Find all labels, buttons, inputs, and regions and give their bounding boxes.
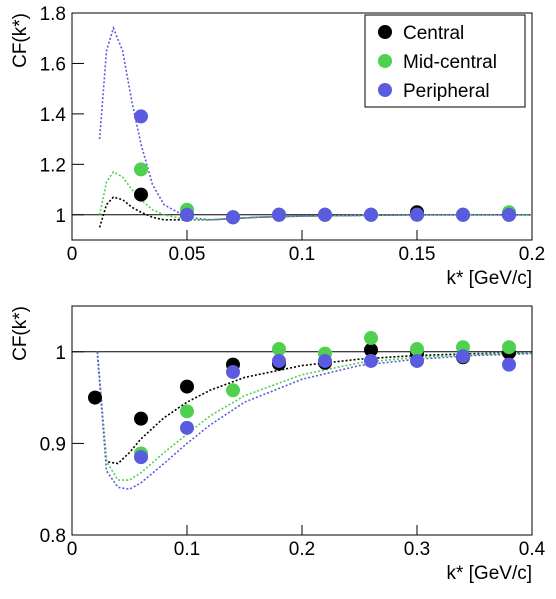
fit-curve — [96, 351, 532, 481]
y-tick-label: 0.8 — [40, 526, 66, 547]
y-tick-label: 0.9 — [40, 434, 66, 455]
data-point — [456, 207, 470, 222]
data-point — [88, 390, 102, 405]
data-point — [272, 342, 286, 357]
x-tick-label: 0 — [67, 539, 78, 560]
data-point — [180, 404, 194, 419]
y-tick-label: 1.2 — [40, 155, 66, 176]
data-point — [410, 353, 424, 368]
data-point — [180, 379, 194, 394]
data-point — [180, 420, 194, 435]
x-tick-label: 0.4 — [519, 539, 546, 560]
data-point — [134, 411, 148, 426]
data-point — [134, 162, 148, 177]
data-point — [134, 109, 148, 124]
data-point — [410, 342, 424, 357]
data-point — [272, 207, 286, 222]
x-tick-label: 0.15 — [399, 244, 436, 265]
y-tick-label: 1.8 — [40, 4, 66, 25]
x-axis-title: k* [GeV/c] — [446, 563, 532, 584]
y-tick-label: 1.4 — [40, 105, 67, 126]
x-tick-label: 0.1 — [289, 244, 315, 265]
fit-curve — [96, 351, 532, 465]
data-point — [134, 187, 148, 202]
data-point — [226, 210, 240, 225]
y-tick-label: 1 — [55, 206, 66, 227]
data-point — [502, 340, 516, 355]
x-tick-label: 0 — [67, 244, 78, 265]
y-tick-label: 1 — [55, 343, 66, 364]
data-point — [364, 353, 378, 368]
plot-area — [72, 25, 532, 228]
x-tick-label: 0.05 — [169, 244, 206, 265]
data-point — [318, 207, 332, 222]
data-point — [502, 357, 516, 372]
x-axis-title: k* [GeV/c] — [446, 268, 532, 289]
plot-area — [72, 331, 532, 491]
legend-marker — [378, 83, 392, 97]
data-point — [226, 364, 240, 379]
legend-label: Central — [403, 23, 464, 44]
data-point — [456, 349, 470, 364]
data-point — [318, 353, 332, 368]
x-tick-label: 0.2 — [519, 244, 545, 265]
x-tick-label: 0.3 — [404, 539, 430, 560]
data-point — [134, 450, 148, 465]
y-axis-title: CF(k*) — [10, 13, 31, 68]
data-point — [502, 207, 516, 222]
y-axis-title: CF(k*) — [10, 306, 31, 361]
data-point — [410, 207, 424, 222]
fit-curve — [98, 170, 532, 221]
fit-curve — [98, 25, 532, 221]
data-point — [364, 331, 378, 346]
fit-curve — [96, 351, 532, 491]
data-point — [226, 383, 240, 398]
y-tick-label: 1.6 — [40, 54, 66, 75]
data-point — [364, 342, 378, 357]
legend-marker — [378, 25, 392, 39]
data-point — [272, 353, 286, 368]
legend-marker — [378, 54, 392, 68]
data-point — [180, 207, 194, 222]
x-tick-label: 0.1 — [174, 539, 200, 560]
data-point — [364, 207, 378, 222]
x-tick-label: 0.2 — [289, 539, 315, 560]
legend-label: Peripheral — [403, 81, 490, 102]
legend-label: Mid-central — [403, 52, 497, 73]
